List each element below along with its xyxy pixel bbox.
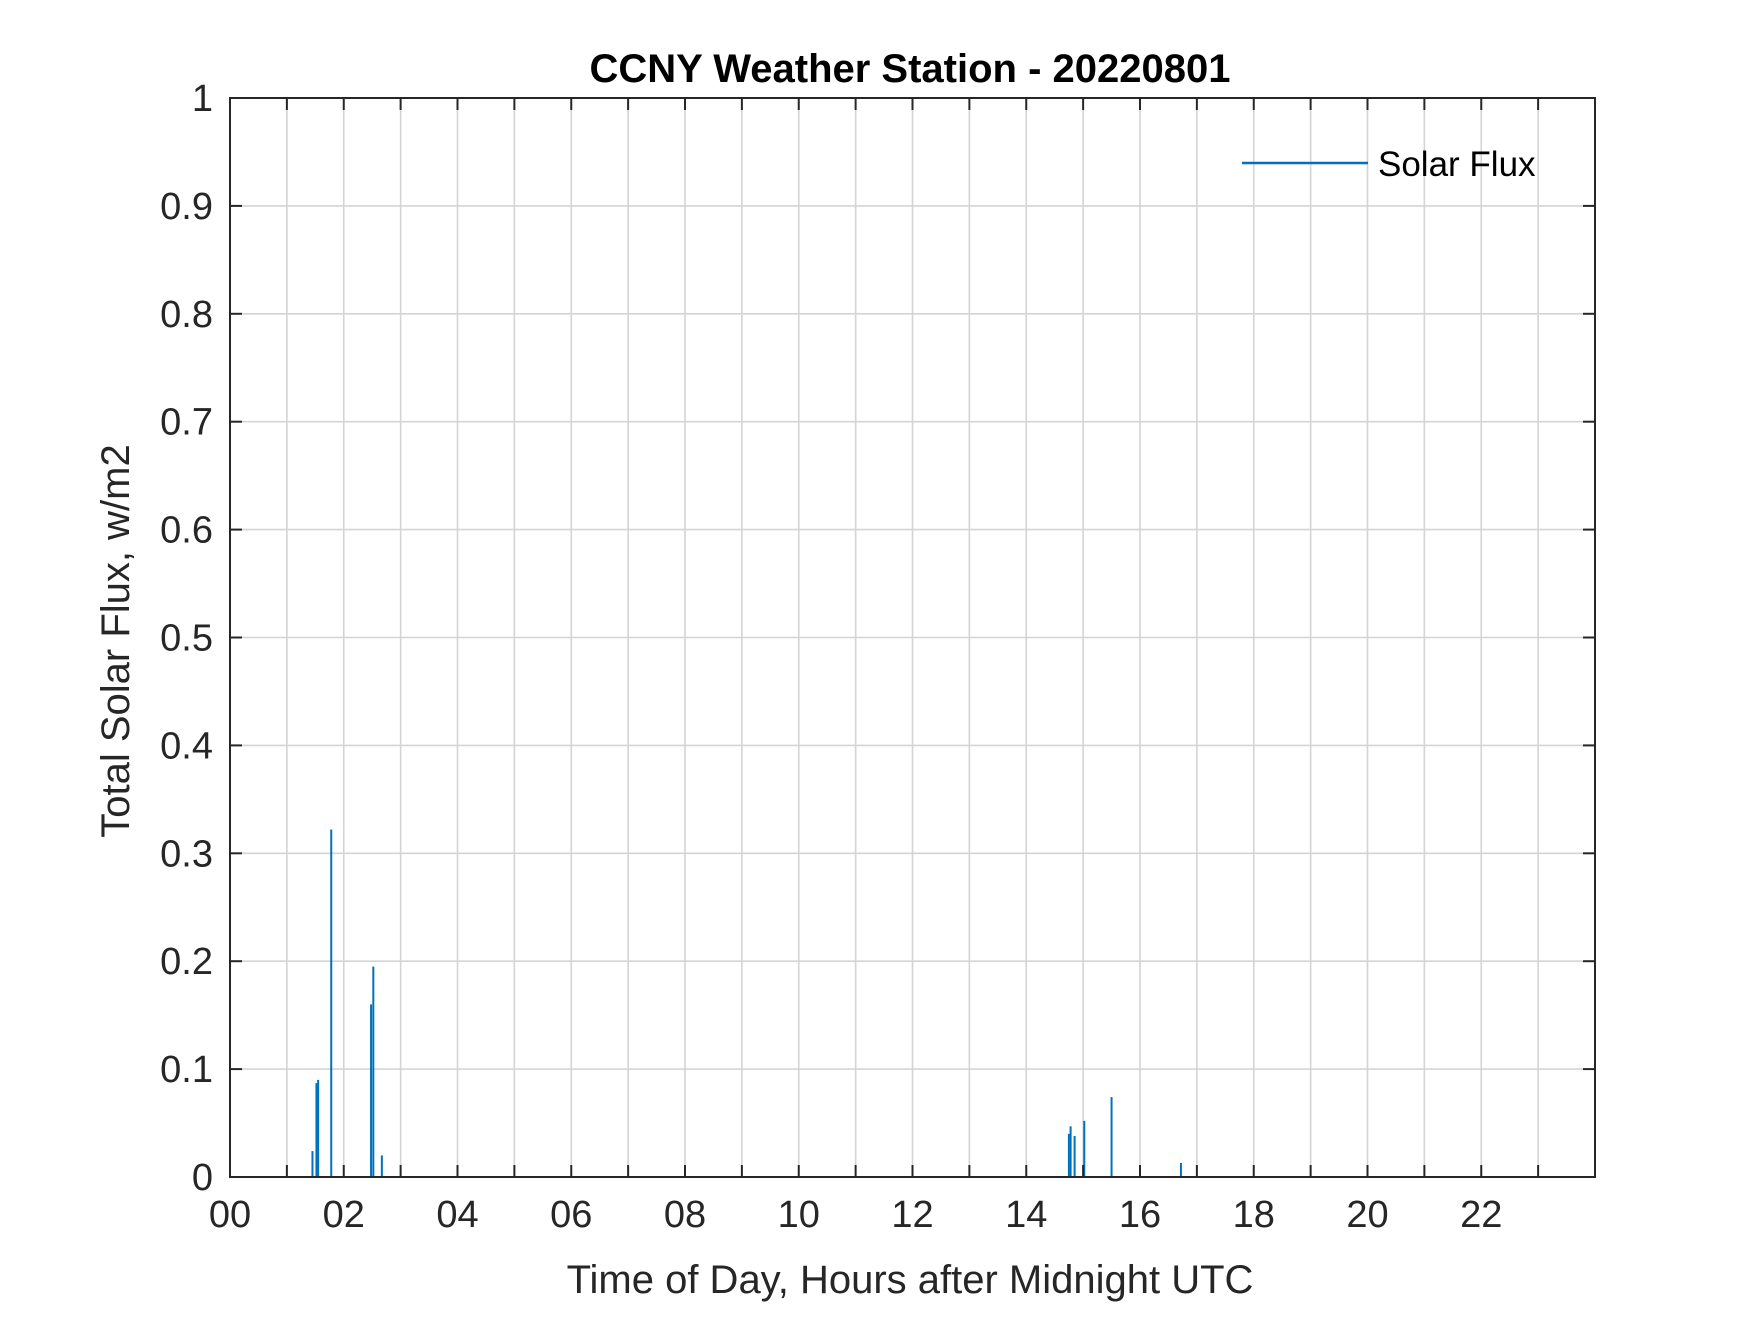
x-tick-label: 10 xyxy=(778,1194,820,1236)
y-tick-label: 1 xyxy=(192,78,213,120)
y-tick-labels: 0 0.1 0.2 0.3 0.4 0.5 0.6 0.7 0.8 0.9 1 xyxy=(160,78,213,1199)
y-tick-label: 0.3 xyxy=(160,833,213,875)
legend-label-solar-flux: Solar Flux xyxy=(1378,145,1536,184)
y-tick-label: 0 xyxy=(192,1157,213,1199)
y-tick-label: 0.9 xyxy=(160,186,213,228)
x-tick-label: 06 xyxy=(550,1194,592,1236)
axis-ticks xyxy=(230,97,1595,1178)
x-tick-label: 22 xyxy=(1460,1194,1502,1236)
x-axis-label: Time of Day, Hours after Midnight UTC xyxy=(567,1258,1254,1302)
y-tick-label: 0.6 xyxy=(160,510,213,552)
y-axis-label: Total Solar Flux, w/m2 xyxy=(94,444,138,837)
chart-title: CCNY Weather Station - 20220801 xyxy=(590,47,1231,91)
y-tick-label: 0.1 xyxy=(160,1049,213,1091)
x-tick-label: 12 xyxy=(891,1194,933,1236)
x-tick-label: 08 xyxy=(664,1194,706,1236)
x-tick-label: 16 xyxy=(1119,1194,1161,1236)
y-tick-label: 0.7 xyxy=(160,402,213,444)
y-tick-label: 0.8 xyxy=(160,294,213,336)
x-tick-label: 00 xyxy=(209,1194,251,1236)
y-tick-label: 0.5 xyxy=(160,618,213,660)
x-tick-label: 04 xyxy=(436,1194,478,1236)
legend: Solar Flux xyxy=(1242,145,1536,184)
y-tick-label: 0.2 xyxy=(160,941,213,983)
x-tick-label: 20 xyxy=(1346,1194,1388,1236)
x-tick-label: 18 xyxy=(1233,1194,1275,1236)
y-tick-label: 0.4 xyxy=(160,725,213,767)
grid-lines xyxy=(230,98,1595,1177)
x-tick-label: 02 xyxy=(323,1194,365,1236)
x-tick-label: 14 xyxy=(1005,1194,1047,1236)
x-tick-labels: 00 02 04 06 08 10 12 14 16 18 20 22 xyxy=(209,1194,1503,1236)
series-solar-flux xyxy=(311,829,1182,1177)
